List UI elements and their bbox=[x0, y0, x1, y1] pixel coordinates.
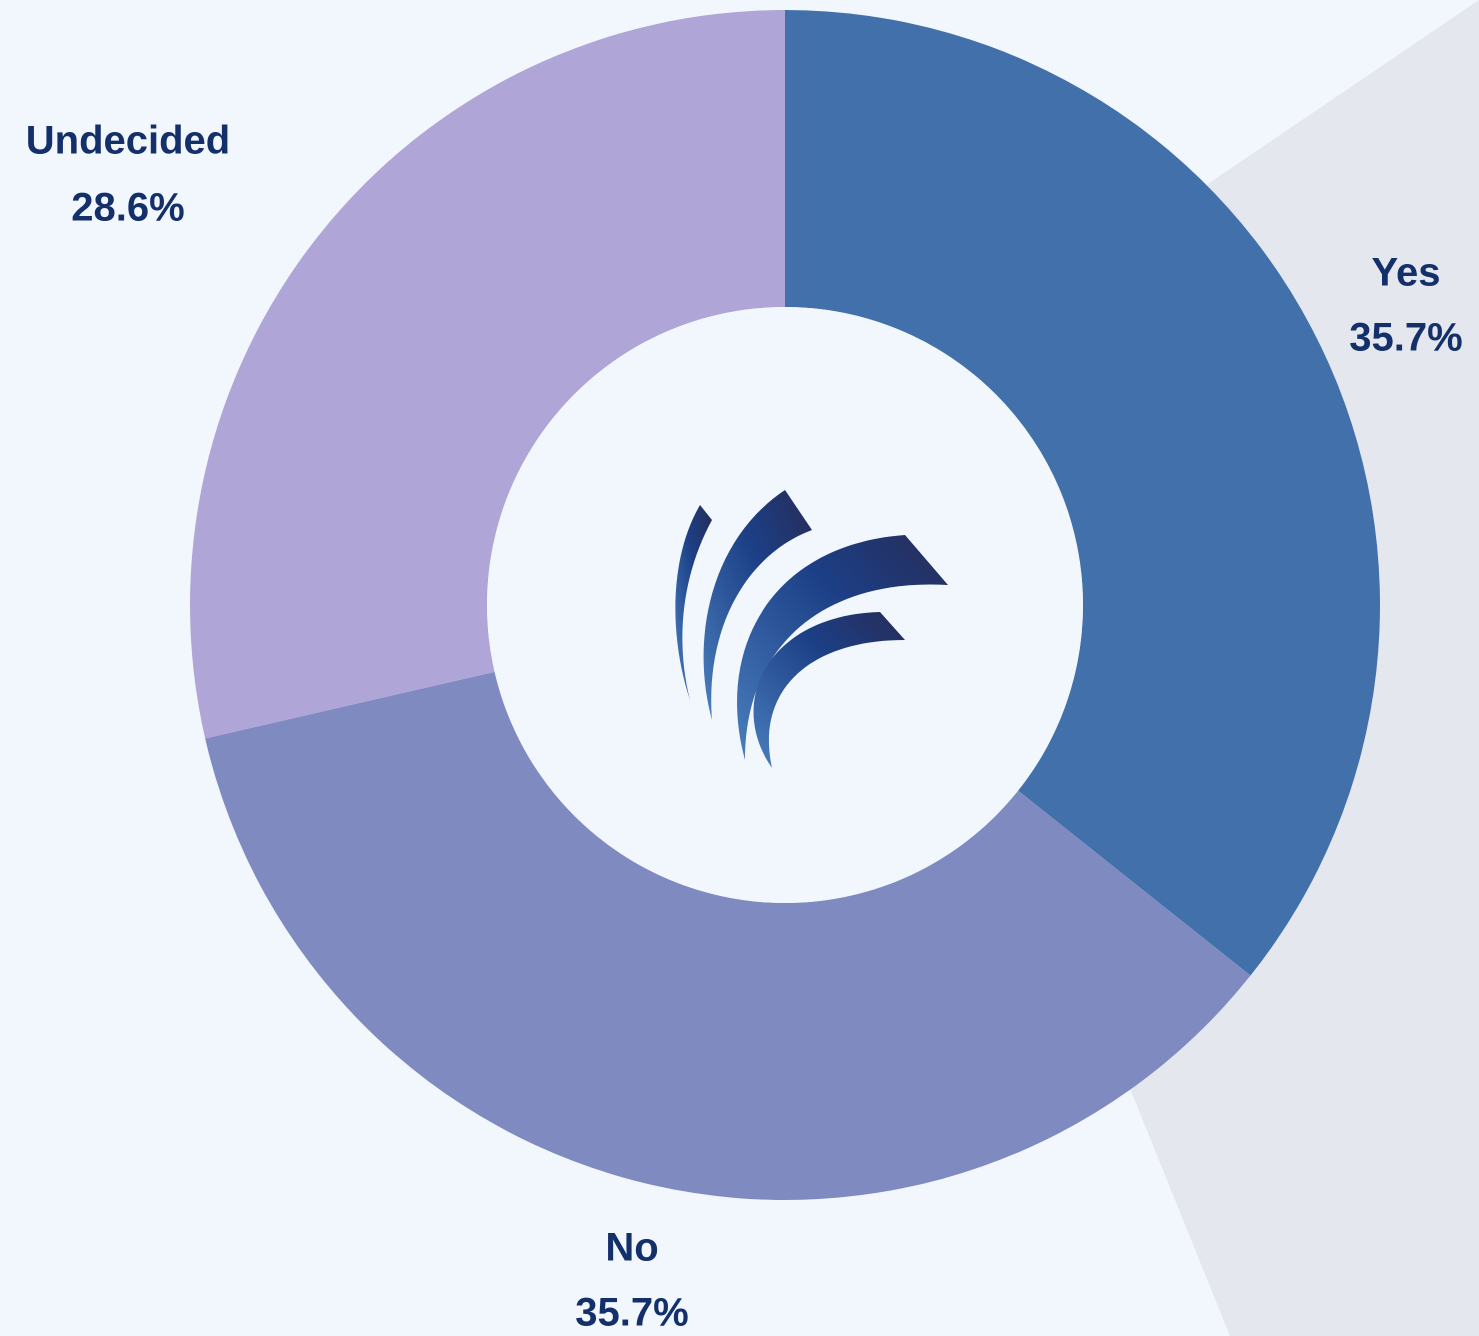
value-label: 35.7% bbox=[1349, 316, 1462, 360]
category-label: No bbox=[605, 1226, 658, 1270]
category-label: Yes bbox=[1372, 251, 1441, 295]
category-label: Undecided bbox=[26, 119, 230, 163]
slice bbox=[189, 10, 786, 739]
value-label: 35.7% bbox=[575, 1291, 688, 1335]
slice bbox=[205, 671, 1251, 1200]
slice bbox=[785, 10, 1381, 976]
value-label: 28.6% bbox=[71, 186, 184, 230]
logo bbox=[675, 490, 948, 768]
